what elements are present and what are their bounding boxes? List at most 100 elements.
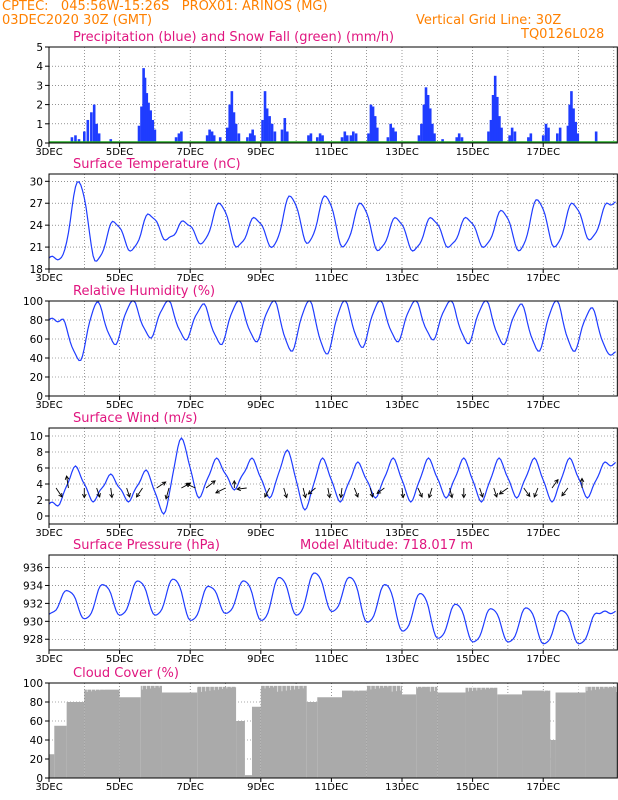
x-tick-label: 5DEC (106, 782, 133, 793)
precip-bar (441, 139, 444, 143)
precip-bar (74, 135, 77, 143)
y-tick-label: 2 (36, 100, 43, 112)
precip-bar (86, 119, 90, 143)
wind-arrow (136, 487, 143, 498)
x-tick-label: 9DEC (247, 400, 274, 411)
y-tick-label: 18 (30, 264, 43, 276)
y-tick-label: 80 (30, 315, 43, 327)
x-tick-label: 17DEC (526, 528, 560, 539)
y-tick-label: 20 (30, 372, 43, 384)
precip-bar (349, 135, 353, 143)
wind-arrow-head (579, 477, 585, 483)
precip-bar (556, 133, 559, 143)
wind-arrow-head (448, 493, 454, 499)
wind-arrow-head (126, 493, 131, 498)
x-tick-label: 7DEC (177, 273, 204, 284)
precip-bar (351, 131, 355, 143)
y-tick-label: 4 (36, 479, 43, 491)
precip-bar (92, 104, 96, 143)
precip-bar (285, 131, 289, 143)
x-tick-label: 13DEC (385, 528, 419, 539)
precip-bar (343, 131, 347, 143)
y-tick-label: 1 (36, 119, 43, 131)
x-tick-label: 17DEC (526, 782, 560, 793)
precip-bar (265, 108, 269, 143)
wind-arrow-head (236, 486, 241, 492)
wind-arrow (283, 487, 288, 498)
x-tick-label: 11DEC (315, 654, 349, 665)
precip-bar (225, 127, 229, 143)
precip-bar (234, 123, 238, 143)
precip-bar (309, 133, 313, 143)
wind-arrow-head (427, 493, 433, 499)
wind-arrow (401, 487, 404, 498)
x-tick-label: 15DEC (456, 273, 490, 284)
wind-arrow-head (135, 492, 141, 498)
cloud-bar (317, 697, 342, 778)
cloud-bar (585, 686, 618, 778)
temp-line (48, 181, 616, 262)
wind-arrow (561, 487, 569, 497)
precip-bar (273, 131, 277, 143)
wind-arrow (493, 487, 498, 498)
wind-arrow (205, 480, 216, 489)
wind-arrow (215, 487, 226, 494)
x-tick-label: 5DEC (106, 528, 133, 539)
x-tick-label: 15DEC (456, 782, 490, 793)
precip-bar (510, 127, 514, 143)
cloud-bar (306, 702, 318, 778)
x-tick-label: 7DEC (177, 400, 204, 411)
y-tick-label: 100 (23, 678, 43, 690)
y-tick-label: 5 (36, 42, 43, 54)
wind-arrow (308, 487, 316, 495)
precip-bar (212, 135, 216, 143)
wind-arrow-head (338, 493, 344, 499)
y-tick-label: 8 (36, 447, 43, 459)
panel-precip: 0 1 2 3 4 5 3DEC 5DEC 7DEC 9DEC 11DEC 13DEC 15DEC 17D… (35, 30, 618, 158)
precip-bar (491, 95, 495, 143)
precip-bar (547, 127, 550, 143)
precip-bar (420, 123, 423, 143)
cloud-bar (341, 690, 367, 778)
rh-title: Relative Humidity (%) (73, 284, 215, 299)
pres-line (48, 572, 616, 645)
x-tick-label: 3DEC (35, 273, 62, 284)
y-tick-label: 24 (30, 220, 44, 232)
precip-bar (230, 91, 234, 143)
precip-bar (544, 123, 548, 143)
wind-arrow-head (326, 493, 332, 499)
precip-bar (143, 77, 147, 143)
precip-bar (251, 129, 254, 143)
x-tick-label: 5DEC (106, 273, 133, 284)
y-tick-label: 934 (23, 580, 43, 592)
x-tick-label: 11DEC (315, 782, 349, 793)
pres-title: Surface Pressure (hPa) (73, 538, 220, 553)
y-tick-label: 930 (23, 616, 43, 628)
wind-arrow (185, 483, 196, 489)
precip-bar (513, 131, 517, 143)
precip-bar (268, 116, 271, 143)
precip-bar (315, 137, 319, 143)
wind-arrow (165, 487, 170, 499)
x-tick-label: 7DEC (177, 147, 204, 158)
x-tick-label: 11DEC (315, 147, 349, 158)
precip-bar (153, 129, 157, 143)
precip-bar (574, 121, 577, 143)
precip-bar (70, 137, 74, 143)
precip-bar (109, 139, 113, 143)
wind-arrow-head (96, 493, 101, 498)
precip-bar (95, 123, 98, 143)
cloud-bar (437, 692, 466, 778)
x-tick-label: 17DEC (526, 147, 560, 158)
y-tick-label: 21 (30, 242, 43, 254)
x-tick-label: 17DEC (526, 400, 560, 411)
cloud-bar (497, 694, 523, 778)
panel-frame (48, 427, 618, 525)
precip-bar (460, 137, 464, 143)
wind-arrow (417, 487, 423, 498)
wind-arrow (479, 487, 484, 498)
y-tick-label: 6 (36, 463, 43, 475)
cloud-bar (49, 754, 55, 778)
wind-arrow (369, 487, 374, 498)
